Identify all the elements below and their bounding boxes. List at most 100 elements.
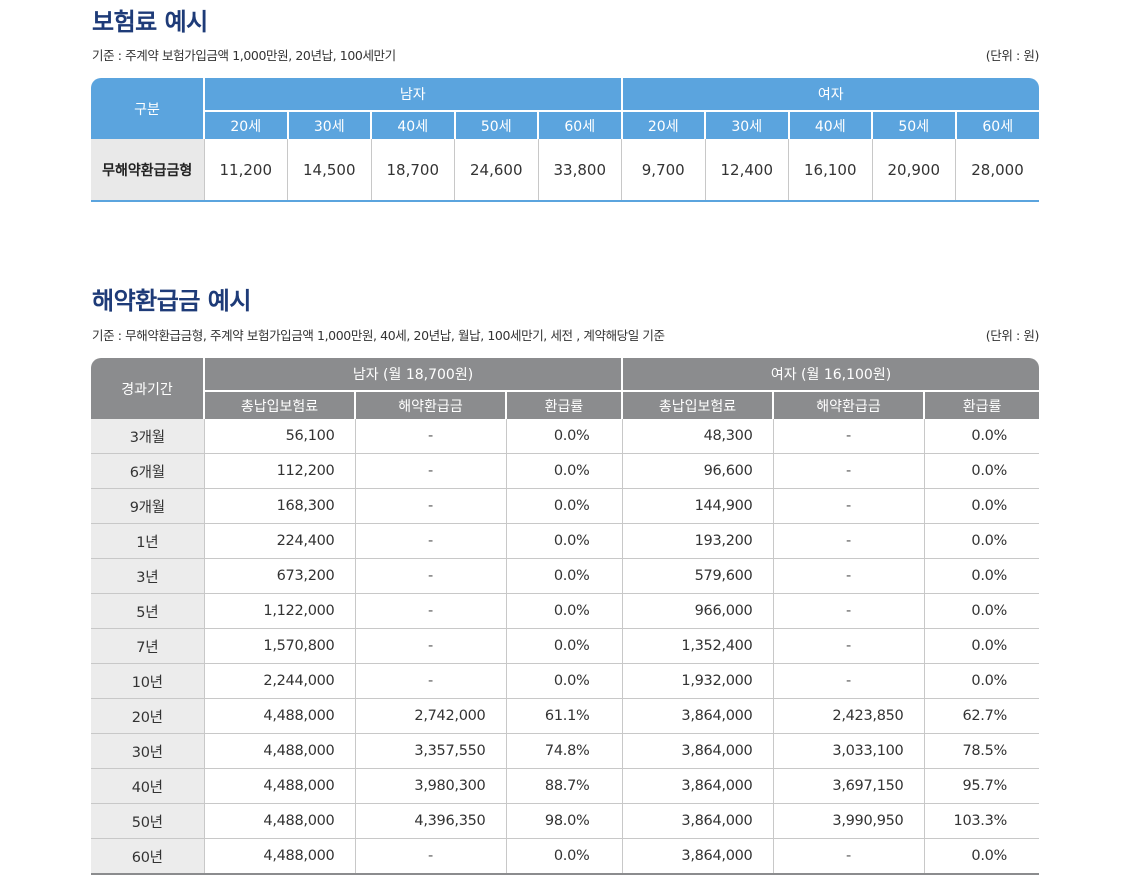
refund-subheader-row: 총납입보험료 해약환급금 환급률 총납입보험료 해약환급금 환급률: [91, 390, 1040, 419]
female-refund-rate-cell: 0.0%: [923, 523, 1040, 559]
male-refund-cell: -: [354, 663, 506, 699]
period-label: 5년: [91, 593, 204, 629]
refund-corner-header: 경과기간: [91, 358, 204, 419]
female-total-premium-cell: 579,600: [621, 558, 773, 594]
table-row: 3년 673,200-0.0% 579,600-0.0%: [91, 558, 1040, 594]
female-refund-cell: -: [772, 523, 924, 559]
male-refund-cell: -: [354, 523, 506, 559]
age-header: 30세: [704, 110, 789, 139]
period-label: 3개월: [91, 419, 204, 454]
premium-cell: 33,800: [537, 139, 622, 202]
period-label: 10년: [91, 663, 204, 699]
refund-unit-label: (단위 : 원): [985, 328, 1040, 343]
refund-table-body: 3개월 56,100-0.0% 48,300-0.0% 6개월 112,200-0.0%…: [91, 419, 1040, 875]
premium-header-row: 구분 남자 여자: [91, 78, 1039, 139]
table-row: 40년 4,488,000 3,980,300 88.7% 3,864,000 3,697…: [91, 768, 1040, 804]
table-row: 9개월 168,300-0.0% 144,900-0.0%: [91, 488, 1040, 524]
male-total-premium-cell: 4,488,000: [203, 768, 355, 804]
male-refund-rate-cell: 0.0%: [505, 558, 622, 594]
refund-rate-header: 환급률: [505, 390, 622, 419]
female-refund-rate-cell: 0.0%: [923, 419, 1040, 454]
male-total-premium-cell: 56,100: [203, 419, 355, 454]
male-refund-rate-cell: 0.0%: [505, 593, 622, 629]
male-refund-cell: -: [354, 488, 506, 524]
female-refund-cell: 3,033,100: [772, 733, 924, 769]
female-refund-rate-cell: 103.3%: [923, 803, 1040, 839]
female-total-premium-cell: 48,300: [621, 419, 773, 454]
female-total-premium-cell: 144,900: [621, 488, 773, 524]
age-header: 60세: [954, 110, 1039, 139]
premium-value-row: 무해약환급금형 11,200 14,500 18,700 24,600 33,8…: [91, 139, 1039, 202]
female-refund-cell: -: [772, 488, 924, 524]
age-header: 40세: [787, 110, 872, 139]
male-refund-cell: -: [354, 593, 506, 629]
female-refund-cell: 3,990,950: [772, 803, 924, 839]
male-total-premium-cell: 4,488,000: [203, 803, 355, 839]
male-refund-rate-cell: 74.8%: [505, 733, 622, 769]
female-refund-cell: -: [772, 558, 924, 594]
period-label: 50년: [91, 803, 204, 839]
premium-table: 구분 남자 여자 20세 30세 40세 50세 60세 20세 30세 40세…: [91, 78, 1039, 202]
table-row: 7년 1,570,800-0.0% 1,352,400-0.0%: [91, 628, 1040, 664]
male-refund-rate-cell: 0.0%: [505, 488, 622, 524]
male-refund-cell: 2,742,000: [354, 698, 506, 734]
male-refund-cell: 4,396,350: [354, 803, 506, 839]
female-refund-cell: -: [772, 453, 924, 489]
age-header: 60세: [537, 110, 622, 139]
male-refund-rate-cell: 0.0%: [505, 419, 622, 454]
premium-cell: 18,700: [370, 139, 455, 202]
refund-amount-header: 해약환급금: [772, 390, 924, 419]
refund-male-header: 남자 (월 18,700원): [203, 358, 622, 391]
age-header: 30세: [286, 110, 371, 139]
female-refund-cell: -: [772, 838, 924, 875]
male-refund-cell: -: [354, 558, 506, 594]
male-total-premium-cell: 4,488,000: [203, 733, 355, 769]
age-header: 20세: [620, 110, 705, 139]
female-total-premium-cell: 3,864,000: [621, 768, 773, 804]
male-total-premium-cell: 1,122,000: [203, 593, 355, 629]
table-row: 5년 1,122,000-0.0% 966,000-0.0%: [91, 593, 1040, 629]
period-label: 6개월: [91, 453, 204, 489]
male-total-premium-cell: 1,570,800: [203, 628, 355, 664]
refund-table: 경과기간 남자 (월 18,700원) 여자 (월 16,100원) 총납입보험…: [91, 358, 1040, 875]
female-refund-rate-cell: 0.0%: [923, 558, 1040, 594]
female-refund-rate-cell: 0.0%: [923, 593, 1040, 629]
period-label: 60년: [91, 838, 204, 875]
premium-cell: 9,700: [621, 139, 705, 202]
refund-rate-header: 환급률: [922, 390, 1040, 419]
female-total-premium-cell: 96,600: [621, 453, 773, 489]
male-refund-cell: -: [354, 453, 506, 489]
period-label: 1년: [91, 523, 204, 559]
male-refund-rate-cell: 0.0%: [505, 453, 622, 489]
female-total-premium-cell: 3,864,000: [621, 803, 773, 839]
female-total-premium-cell: 3,864,000: [621, 733, 773, 769]
total-premium-header: 총납입보험료: [203, 390, 355, 419]
male-total-premium-cell: 224,400: [203, 523, 355, 559]
male-refund-rate-cell: 88.7%: [505, 768, 622, 804]
premium-age-row: 20세 30세 40세 50세 60세 20세 30세 40세 50세 60세: [91, 110, 1039, 139]
premium-cell: 11,200: [203, 139, 288, 202]
premium-cell: 16,100: [788, 139, 872, 202]
premium-row-label: 무해약환급금형: [91, 139, 204, 202]
period-label: 7년: [91, 628, 204, 664]
female-refund-rate-cell: 62.7%: [923, 698, 1040, 734]
male-refund-cell: -: [354, 419, 506, 454]
male-refund-cell: -: [354, 628, 506, 664]
female-refund-rate-cell: 0.0%: [923, 453, 1040, 489]
premium-corner-header: 구분: [91, 78, 204, 139]
female-refund-cell: -: [772, 593, 924, 629]
female-refund-rate-cell: 0.0%: [923, 838, 1040, 875]
female-refund-cell: -: [772, 628, 924, 664]
male-refund-rate-cell: 98.0%: [505, 803, 622, 839]
male-total-premium-cell: 112,200: [203, 453, 355, 489]
refund-section-title: 해약환급금 예시: [92, 287, 251, 315]
refund-subtitle: 기준 : 무해약환급금형, 주계약 보험가입금액 1,000만원, 40세, 2…: [92, 328, 665, 343]
female-refund-cell: -: [772, 419, 924, 454]
female-refund-cell: -: [772, 663, 924, 699]
age-header: 50세: [871, 110, 956, 139]
period-label: 40년: [91, 768, 204, 804]
premium-section-title: 보험료 예시: [92, 8, 208, 36]
male-refund-rate-cell: 0.0%: [505, 628, 622, 664]
table-row: 30년 4,488,000 3,357,550 74.8% 3,864,000 3,033…: [91, 733, 1040, 769]
female-refund-cell: 3,697,150: [772, 768, 924, 804]
